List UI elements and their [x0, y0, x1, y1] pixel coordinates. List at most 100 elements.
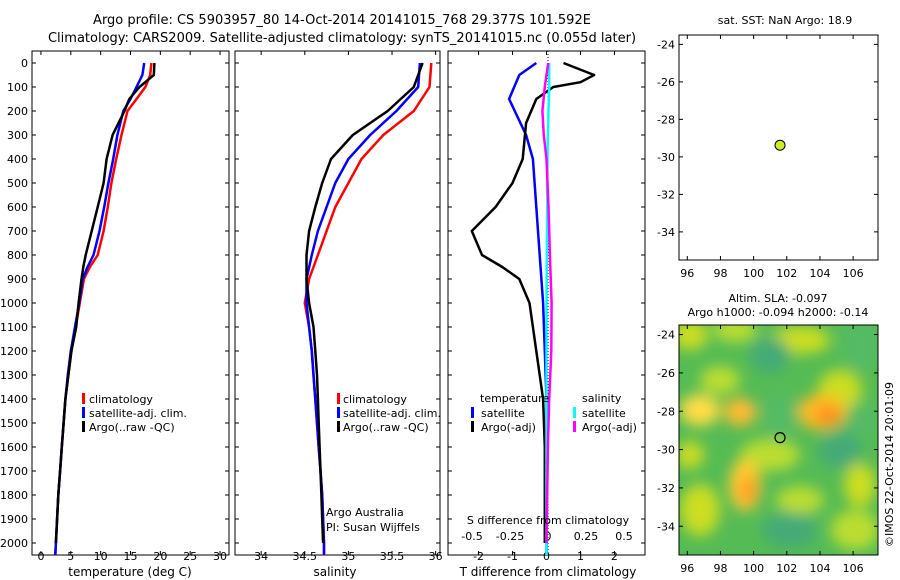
lon-tick-label: 102	[776, 562, 797, 575]
sla-map-frame	[678, 324, 879, 556]
lon-tick-label: 106	[843, 267, 864, 280]
x-tick-label: 15	[124, 550, 138, 563]
s-tick-label: -0.5	[461, 530, 482, 543]
pi-note: PI: Susan Wijffels	[326, 521, 420, 534]
s-tick-label: 0.25	[574, 530, 599, 543]
depth-tick-label: 800	[7, 249, 28, 262]
difference-x-axis: -2 -1 0 1 2 -0.5 -0.25 0 0.25 0.5	[461, 51, 633, 563]
legend-title-salinity: salinity	[582, 392, 622, 405]
difference-legend: temperature satellite Argo(-adj) salinit…	[471, 392, 637, 434]
depth-tick-label: 400	[7, 153, 28, 166]
depth-tick-label: 1300	[0, 369, 28, 382]
x-tick-label: 36	[429, 550, 443, 563]
depth-tick-label: 1400	[0, 393, 28, 406]
sst-map-title: sat. SST: NaN Argo: 18.9	[718, 14, 852, 27]
legend-label-satellite: satellite-adj. clim.	[89, 407, 187, 420]
legend-swatch-t-argo	[471, 421, 474, 432]
depth-tick-label: 1700	[0, 465, 28, 478]
figure-title-line2: Climatology: CARS2009. Satellite-adjuste…	[48, 31, 636, 46]
legend-swatch-satellite	[337, 407, 340, 418]
copyright-timestamp: ©IMOS 22-Oct-2014 20:01:09	[883, 382, 896, 547]
legend-title-temperature: temperature	[480, 392, 549, 405]
legend-swatch-argo	[337, 421, 340, 432]
lon-tick-label: 100	[743, 267, 764, 280]
float-position-ring	[774, 432, 786, 444]
sla-map-axes: 96 98 100 102 104 106 -24 -26 -28 -30 -32 -34	[657, 325, 878, 575]
t-difference-label: T difference from climatology	[459, 565, 637, 579]
legend-label-argo: Argo(..raw -QC)	[89, 421, 175, 434]
depth-tick-label: 2000	[0, 537, 28, 550]
legend-label-climatology: climatology	[89, 393, 153, 406]
lon-tick-label: 100	[743, 562, 764, 575]
lat-tick-label: -32	[657, 482, 675, 495]
sla-map-title-line1: Altim. SLA: -0.097	[728, 292, 827, 305]
lat-tick-label: -30	[657, 444, 675, 457]
x-tick-label: 30	[213, 550, 227, 563]
lat-tick-label: -26	[657, 76, 675, 89]
depth-tick-label: 1200	[0, 345, 28, 358]
lon-tick-label: 98	[713, 267, 727, 280]
profile-line	[54, 62, 153, 556]
x-tick-label: 5	[67, 550, 74, 563]
legend-swatch-argo	[82, 421, 85, 432]
figure-title-line1: Argo profile: CS 5903957_80 14-Oct-2014 …	[93, 13, 591, 28]
lon-tick-label: 106	[843, 562, 864, 575]
x-tick-label: 35	[341, 550, 355, 563]
salinity-profiles	[303, 62, 433, 555]
profile-line	[470, 61, 596, 543]
legend-swatch-s-satellite	[573, 407, 576, 418]
lon-tick-label: 104	[809, 267, 830, 280]
legend-label-t-satellite: satellite	[481, 407, 525, 420]
lat-tick-label: -28	[657, 113, 675, 126]
depth-tick-label: 1100	[0, 321, 28, 334]
profile-line	[541, 62, 553, 544]
x-tick-label: 34	[254, 550, 268, 563]
legend-swatch-climatology	[337, 393, 340, 404]
legend-swatch-s-argo	[573, 421, 576, 432]
lon-tick-label: 98	[713, 562, 727, 575]
depth-tick-label: 900	[7, 273, 28, 286]
s-tick-label: 0.5	[615, 530, 633, 543]
depth-tick-label: 100	[7, 81, 28, 94]
profile-line	[54, 62, 156, 544]
depth-tick-label: 1600	[0, 441, 28, 454]
x-tick-label: 25	[183, 550, 197, 563]
s-difference-label: S difference from climatology	[467, 514, 630, 527]
legend-swatch-satellite	[82, 407, 85, 418]
legend-label-argo: Argo(..raw -QC)	[343, 421, 429, 434]
x-tick-label: 20	[153, 550, 167, 563]
depth-tick-label: 1800	[0, 489, 28, 502]
depth-tick-label: 500	[7, 177, 28, 190]
sst-map-axes: 96 98 100 102 104 106 -24 -26 -28 -30 -32 -34	[657, 35, 878, 280]
profile-line	[507, 61, 548, 555]
x-tick-label: 0	[543, 550, 550, 563]
legend-label-s-satellite: satellite	[582, 407, 626, 420]
temperature-legend: climatology satellite-adj. clim. Argo(..…	[82, 393, 187, 434]
x-tick-label: -2	[473, 550, 484, 563]
lat-tick-label: -24	[657, 329, 675, 342]
sst-map-frame	[678, 34, 879, 261]
x-tick-label: 34.5	[293, 550, 318, 563]
depth-tick-label: 1000	[0, 297, 28, 310]
salinity-x-label: salinity	[313, 565, 356, 579]
lon-tick-label: 104	[809, 562, 830, 575]
institution-note: Argo Australia	[326, 506, 404, 519]
lat-tick-label: -34	[657, 520, 675, 533]
sla-map-title-line2: Argo h1000: -0.094 h2000: -0.14	[688, 306, 869, 319]
x-tick-label: 10	[94, 550, 108, 563]
x-tick-label: 1	[577, 550, 584, 563]
legend-label-climatology: climatology	[343, 393, 407, 406]
lat-tick-label: -24	[657, 38, 675, 51]
lat-tick-label: -26	[657, 367, 675, 380]
s-tick-label: -0.25	[496, 530, 524, 543]
legend-label-s-argo: Argo(-adj)	[582, 421, 637, 434]
x-tick-label: 0	[37, 550, 44, 563]
profile-line	[54, 62, 146, 556]
x-tick-label: 35.5	[380, 550, 405, 563]
x-tick-label: 2	[611, 550, 618, 563]
temperature-x-label: temperature (deg C)	[68, 565, 191, 579]
depth-axis: 0 100 200 300 400 500 600 700 800 900 1000 1100 1200…	[0, 57, 645, 550]
s-tick-label: 0	[545, 530, 552, 543]
lat-tick-label: -32	[657, 188, 675, 201]
